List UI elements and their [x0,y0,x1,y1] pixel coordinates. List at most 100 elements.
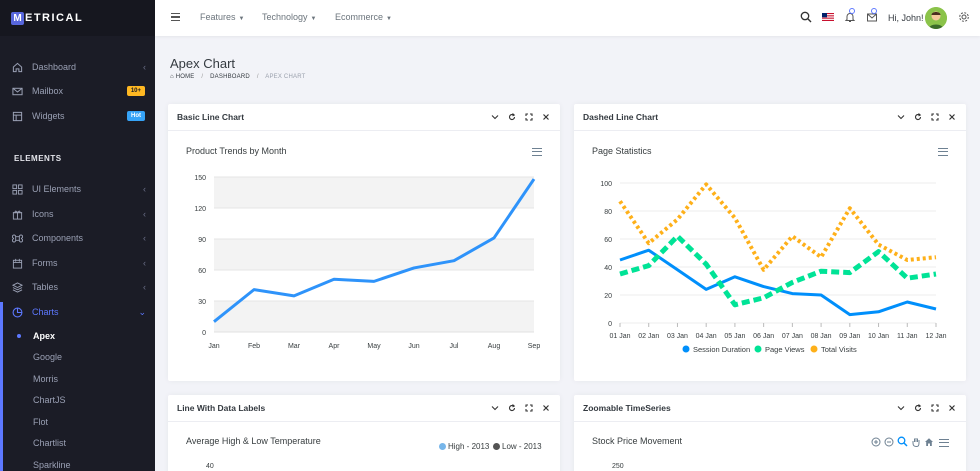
sidebar-subitem-morris[interactable]: Morris [0,369,155,389]
sidebar-item-label: Charts [32,307,59,317]
collapse-icon[interactable] [897,403,905,413]
active-indicator [0,302,3,471]
collapse-icon[interactable] [491,112,499,122]
legend-low[interactable]: Low - 2013 [493,442,542,451]
user-greeting[interactable]: Hi, John! [888,13,924,23]
x-tick-label: Sep [528,343,541,350]
sidebar-item-widgets[interactable]: Widgets Hot [0,106,155,126]
fullscreen-icon[interactable] [525,403,533,413]
x-tick-label: 03 Jan [667,333,688,340]
chart-menu-icon[interactable] [938,148,948,156]
zoom-out-icon[interactable] [884,437,894,450]
menu-label: Ecommerce [335,12,384,22]
x-tick-label: 12 Jan [925,333,946,340]
y-tick-label: 40 [206,463,214,470]
x-tick-label: 01 Jan [609,333,630,340]
breadcrumb-home[interactable]: HOME [175,74,195,80]
x-tick-label: Aug [488,343,501,350]
sidebar-subitem-flot[interactable]: Flot [0,412,155,432]
avatar[interactable] [925,7,947,29]
close-icon[interactable] [542,112,550,122]
card-dashed-line-chart: Dashed Line Chart Page Statistics 0 20 40 6… [574,104,966,381]
notification-dot [871,8,877,14]
y-tick-label: 150 [194,175,206,182]
mail-icon[interactable] [865,10,879,24]
fullscreen-icon[interactable] [931,112,939,122]
layers-icon [12,281,23,293]
active-dot [17,334,21,338]
x-tick-label: 04 Jan [696,333,717,340]
legend-marker [493,443,500,450]
pan-hand-icon[interactable] [911,437,921,450]
collapse-icon[interactable] [491,403,499,413]
card-tools [491,112,550,122]
sidebar-item-charts[interactable]: Charts ⌄ [0,302,155,322]
menu-label: Technology [262,12,308,22]
us-flag-icon[interactable] [821,10,835,24]
sidebar-subitem-chartlist[interactable]: Chartlist [0,433,155,453]
reset-home-icon[interactable] [924,437,934,450]
sidebar-item-label: Components [32,233,84,243]
sidebar-subitem-google[interactable]: Google [0,347,155,367]
gear-icon[interactable] [957,10,971,24]
breadcrumb-home-icon: ⌂ [170,74,174,80]
sidebar-subitem-apex[interactable]: Apex [0,326,155,346]
sidebar-subitem-label: Chartlist [33,438,67,448]
logo[interactable]: M ETRICAL [0,0,155,36]
chart-title: Page Statistics [592,146,652,156]
card-tools [897,112,956,122]
x-tick-label: 06 Jan [753,333,774,340]
close-icon[interactable] [542,403,550,413]
fullscreen-icon[interactable] [525,112,533,122]
close-icon[interactable] [948,112,956,122]
fullscreen-icon[interactable] [931,403,939,413]
menu-ecommerce[interactable]: Ecommerce ▼ [335,12,392,22]
x-tick-label: Feb [248,343,260,350]
sidebar-subitem-sparkline[interactable]: Sparkline [0,455,155,471]
menu-features[interactable]: Features ▼ [200,12,244,22]
hamburger-icon[interactable] [171,13,180,21]
widgets-icon [12,111,23,122]
sidebar: M ETRICAL Dashboard ‹ Mailbox 10+ Widget… [0,0,155,471]
legend: Session Duration Page Views Total Visits [682,345,857,354]
chevron-left-icon: ‹ [143,282,146,292]
chevron-left-icon: ‹ [143,62,146,72]
y-tick-label: 250 [612,463,624,470]
sidebar-item-dashboard[interactable]: Dashboard ‹ [0,57,155,77]
search-icon[interactable] [799,10,813,24]
legend-marker [754,345,762,353]
chart-menu-icon[interactable] [939,439,949,447]
refresh-icon[interactable] [914,403,922,413]
sidebar-item-tables[interactable]: Tables ‹ [0,277,155,297]
close-icon[interactable] [948,403,956,413]
zoom-select-icon[interactable] [897,436,908,450]
y-tick-label: 40 [604,265,612,272]
card-header: Zoomable TimeSeries [574,395,966,422]
y-tick-label: 0 [608,321,612,328]
command-icon [12,233,23,244]
logo-badge: M [11,11,24,25]
sidebar-item-mailbox[interactable]: Mailbox 10+ [0,81,155,101]
sidebar-item-forms[interactable]: Forms ‹ [0,253,155,273]
zoom-in-icon[interactable] [871,437,881,450]
sidebar-item-components[interactable]: Components ‹ [0,228,155,248]
card-title: Basic Line Chart [177,112,245,122]
breadcrumb-dashboard[interactable]: DASHBOARD [210,74,250,80]
x-tick-label: 05 Jan [724,333,745,340]
sidebar-item-ui-elements[interactable]: UI Elements ‹ [0,179,155,199]
menu-technology[interactable]: Technology ▼ [262,12,317,22]
legend-high[interactable]: High - 2013 [439,442,489,451]
bell-icon[interactable] [843,10,857,24]
collapse-icon[interactable] [897,112,905,122]
chart-menu-icon[interactable] [532,148,542,156]
sidebar-item-label: Tables [32,282,59,292]
y-tick-label: 60 [604,237,612,244]
refresh-icon[interactable] [508,403,516,413]
x-tick-label: May [367,343,381,350]
sidebar-subitem-chartjs[interactable]: ChartJS [0,390,155,410]
sidebar-item-icons[interactable]: Icons ‹ [0,204,155,224]
x-tick-label: 08 Jan [811,333,832,340]
refresh-icon[interactable] [914,112,922,122]
x-tick-label: 07 Jan [782,333,803,340]
refresh-icon[interactable] [508,112,516,122]
